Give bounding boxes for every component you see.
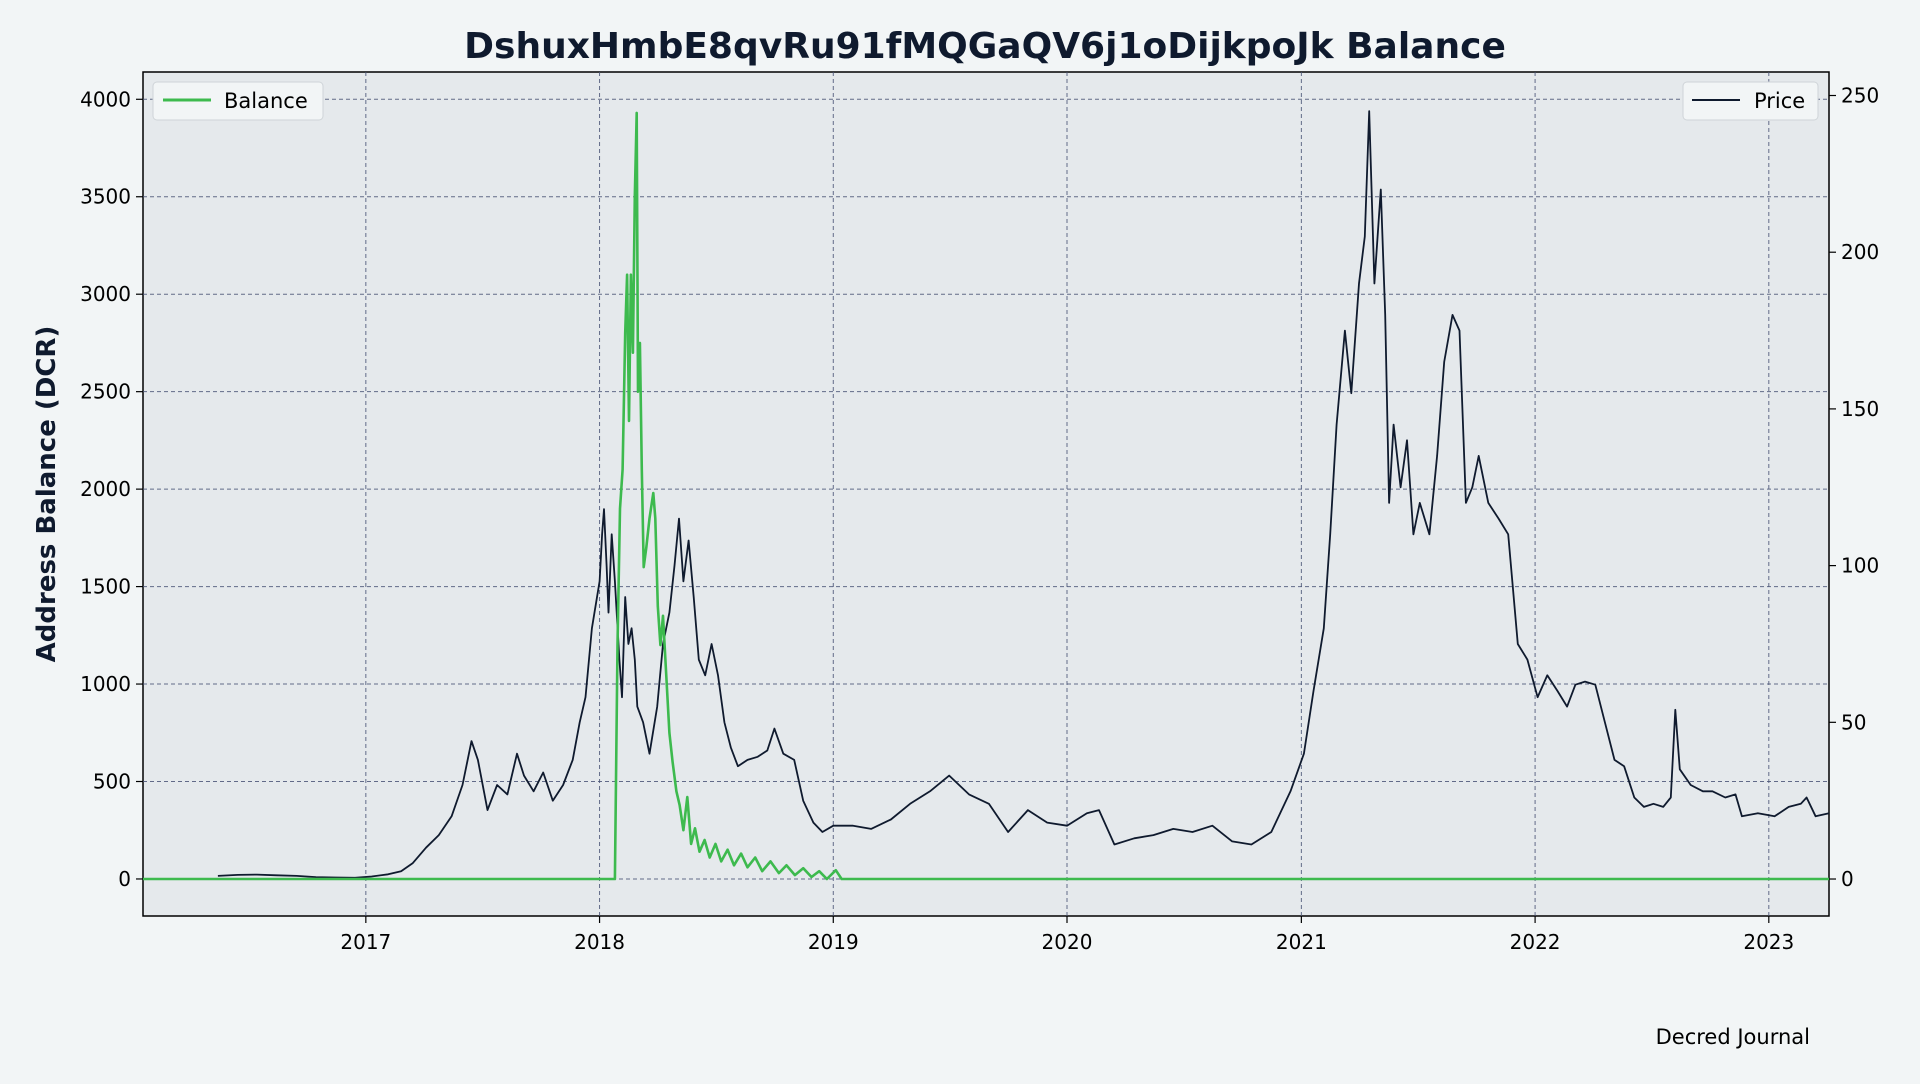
x-tick-label: 2018 <box>574 930 625 954</box>
x-tick-label: 2019 <box>808 930 859 954</box>
right-axis-ticks: 0 50 100 150 200 250 <box>1829 84 1879 891</box>
left-tick-label: 2000 <box>80 477 131 501</box>
chart-title: DshuxHmbE8qvRu91fMQGaQV6j1oDijkpoJk Bala… <box>464 26 1506 67</box>
left-tick-label: 500 <box>93 770 131 794</box>
balance-series-line <box>143 111 1829 881</box>
y-axis-label: Address Balance (DCR) <box>32 326 62 663</box>
grid <box>143 72 1829 916</box>
legend-price-label: Price <box>1754 89 1805 113</box>
x-axis-ticks: 2017 2018 2019 2020 2021 2022 2023 <box>340 916 1794 954</box>
left-tick-label: 4000 <box>80 87 131 111</box>
right-tick-label: 100 <box>1841 554 1879 578</box>
left-axis-ticks: 0 500 1000 1500 2000 2500 3000 3500 4000 <box>80 87 143 891</box>
left-tick-label: 2500 <box>80 380 131 404</box>
x-tick-label: 2020 <box>1042 930 1093 954</box>
legend-balance-label: Balance <box>224 89 308 113</box>
left-tick-label: 0 <box>118 867 131 891</box>
price-series-line <box>217 110 1830 879</box>
right-tick-label: 0 <box>1841 867 1854 891</box>
legend-balance: Balance <box>152 81 324 121</box>
series-layer <box>143 110 1830 881</box>
plot-area <box>142 71 1830 917</box>
x-tick-label: 2023 <box>1743 930 1794 954</box>
x-tick-label: 2022 <box>1510 930 1561 954</box>
legend-price: Price <box>1682 81 1819 121</box>
left-tick-label: 1500 <box>80 575 131 599</box>
x-tick-label: 2021 <box>1276 930 1327 954</box>
right-tick-label: 200 <box>1841 240 1879 264</box>
x-tick-label: 2017 <box>340 930 391 954</box>
right-tick-label: 150 <box>1841 397 1879 421</box>
left-tick-label: 1000 <box>80 672 131 696</box>
left-tick-label: 3500 <box>80 185 131 209</box>
right-tick-label: 250 <box>1841 84 1879 108</box>
left-tick-label: 3000 <box>80 282 131 306</box>
right-tick-label: 50 <box>1841 710 1866 734</box>
source-credit: Decred Journal <box>1656 1025 1810 1049</box>
